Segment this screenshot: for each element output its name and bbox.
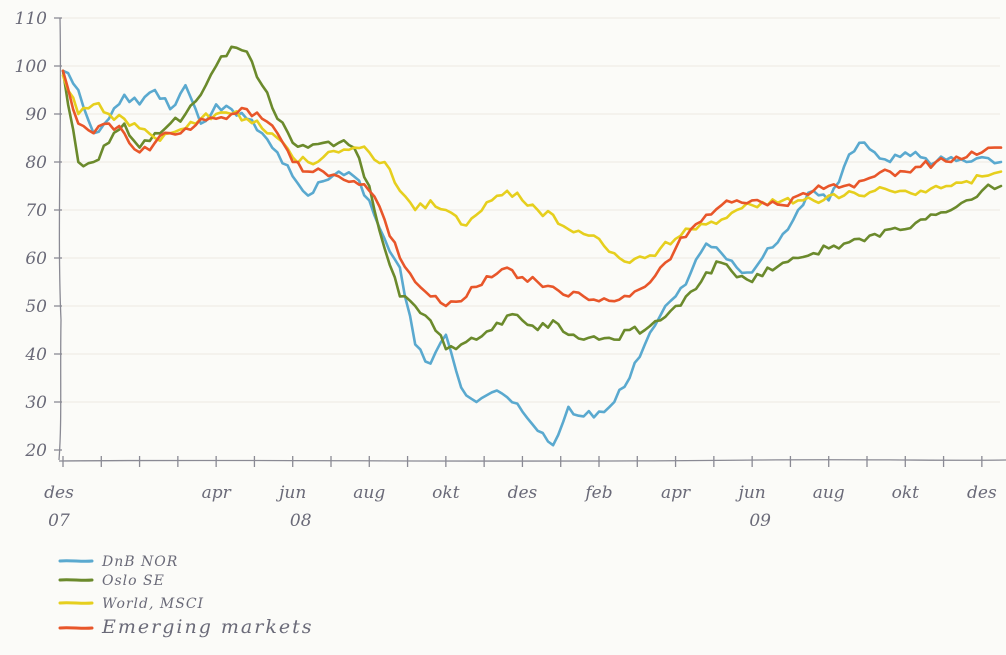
year-label-07: 07 [48, 511, 70, 531]
legend-swatch-dnb-nor [58, 559, 94, 563]
y-tick-label-40: 40 [24, 345, 47, 365]
x-tick-label-aug: aug [813, 483, 845, 503]
x-tick-label-des: des [508, 483, 538, 503]
y-tick-label-100: 100 [15, 57, 48, 77]
legend-label-dnb-nor: DnB NOR [101, 554, 178, 570]
series-line-dnb-nor [61, 69, 1003, 447]
legend-swatch-world-msci [58, 601, 94, 605]
series-line-oslo-se [61, 45, 1003, 351]
y-axis-line [58, 17, 62, 461]
year-label-08: 08 [290, 511, 312, 531]
legend-swatch-emerging-markets [58, 626, 94, 630]
y-tick-label-80: 80 [25, 153, 47, 173]
y-tick-label-70: 70 [25, 201, 47, 221]
x-tick-label-des: des [44, 483, 74, 503]
legend-label-emerging-markets: Emerging markets [101, 616, 313, 638]
y-tick-label-60: 60 [25, 249, 47, 269]
x-axis-line [58, 459, 1006, 462]
x-axis-ticks: des apr jun aug okt des feb apr jun aug okt des 07 08… [44, 456, 997, 531]
x-tick-label-apr: apr [661, 483, 691, 503]
y-tick-label-90: 90 [25, 105, 47, 125]
y-axis-ticks: 20 30 40 50 60 70 80 90 100 110 [15, 9, 62, 461]
year-label-09: 09 [749, 511, 771, 531]
y-tick-label-30: 30 [25, 393, 47, 413]
x-tick-label-aug: aug [353, 483, 385, 503]
y-tick-label-50: 50 [25, 297, 47, 317]
x-tick-label-jun: jun [735, 483, 766, 503]
series-line-emerging-markets [61, 69, 1003, 308]
series-layer [61, 45, 1003, 447]
y-tick-label-110: 110 [15, 9, 48, 29]
x-tick-label-jun: jun [275, 483, 306, 503]
x-tick-label-okt: okt [892, 483, 920, 503]
legend-label-world-msci: World, MSCI [102, 596, 204, 612]
grid-layer [62, 17, 1000, 403]
legend-swatch-oslo-se [58, 578, 94, 582]
legend-label-oslo-se: Oslo SE [102, 573, 165, 589]
x-tick-label-apr: apr [202, 483, 232, 503]
x-tick-label-okt: okt [432, 483, 460, 503]
x-tick-label-feb: feb [583, 483, 612, 503]
series-line-world-msci [61, 74, 1003, 265]
legend: DnB NOR Oslo SE World, MSCI Emerging market… [58, 554, 313, 638]
y-tick-label-20: 20 [24, 441, 47, 461]
x-tick-label-des: des [967, 483, 997, 503]
